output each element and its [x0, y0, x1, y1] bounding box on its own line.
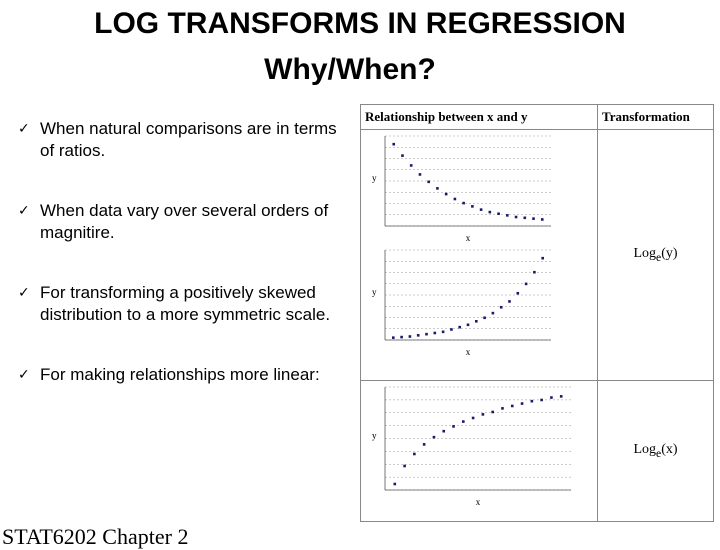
data-point	[541, 256, 544, 260]
data-point	[436, 187, 439, 190]
x-axis-label: x	[466, 347, 471, 357]
data-point	[491, 411, 494, 414]
y-axis-label: y	[372, 431, 377, 441]
data-point	[403, 465, 406, 468]
data-point	[450, 328, 453, 331]
x-axis-label: x	[476, 497, 481, 507]
bullet-item: ✓ When natural comparisons are in terms o…	[18, 118, 348, 162]
data-point	[530, 400, 534, 403]
data-point	[466, 323, 470, 327]
data-point	[393, 483, 397, 486]
data-point	[458, 325, 461, 329]
scatter-plot-decreasing: xy	[372, 135, 551, 243]
data-point	[483, 316, 486, 320]
scatter-plot-logarithmic: xy	[372, 387, 571, 507]
data-point	[418, 173, 422, 176]
data-point	[501, 407, 504, 411]
checkmark-icon: ✓	[18, 285, 30, 301]
data-point	[441, 330, 445, 334]
data-point	[409, 164, 413, 167]
data-point	[524, 282, 528, 286]
checkmark-icon: ✓	[18, 367, 30, 383]
data-point	[532, 217, 535, 220]
y-axis-label: y	[372, 287, 377, 297]
data-point	[479, 208, 483, 211]
transformation-log-x: Loge(x)	[633, 442, 678, 461]
data-point	[392, 336, 395, 339]
bullet-item: ✓ For making relationships more linear:	[18, 364, 348, 386]
transformation-cell-log-y: Loge(y)	[597, 128, 714, 382]
data-point	[488, 210, 492, 214]
data-point	[427, 180, 430, 184]
data-point	[444, 192, 448, 196]
data-point	[510, 405, 514, 408]
data-point	[520, 402, 524, 406]
bullet-text: When natural comparisons are in terms of…	[40, 119, 337, 160]
scatter-plot-exponential: xy	[372, 249, 551, 357]
header-transformation: Transformation	[597, 104, 714, 130]
transformation-log-y: Loge(y)	[633, 246, 678, 265]
data-point	[408, 335, 412, 338]
bullet-text: When data vary over several orders of ma…	[40, 201, 329, 242]
data-point	[462, 420, 465, 424]
data-point	[433, 331, 437, 335]
slide-subtitle: Why/When?	[264, 53, 436, 86]
data-point	[416, 334, 420, 337]
data-point	[471, 205, 474, 208]
transformation-table: Relationship between x and y Transformat…	[360, 104, 714, 522]
y-axis-label: y	[372, 173, 377, 183]
data-point	[540, 218, 544, 221]
data-point	[401, 154, 404, 157]
data-point	[491, 311, 495, 315]
data-point	[540, 399, 543, 402]
data-point	[453, 197, 457, 201]
data-point	[475, 319, 478, 323]
data-point	[452, 425, 455, 429]
data-point	[425, 332, 428, 336]
data-point	[523, 216, 527, 220]
bullet-text: For making relationships more linear:	[40, 365, 320, 384]
slide-title: LOG TRANSFORMS IN REGRESSION	[94, 7, 626, 40]
data-point	[422, 443, 426, 447]
data-point	[508, 300, 511, 303]
data-point	[550, 396, 553, 400]
data-point	[471, 417, 475, 420]
bullet-text: For transforming a positively skewed dis…	[40, 283, 331, 324]
data-point	[516, 291, 520, 295]
data-point	[481, 413, 485, 417]
data-point	[413, 453, 416, 456]
header-relationship: Relationship between x and y	[360, 104, 598, 130]
data-point	[533, 270, 536, 274]
data-point	[514, 215, 518, 219]
x-axis-label: x	[466, 233, 471, 243]
data-point	[462, 201, 465, 205]
checkmark-icon: ✓	[18, 121, 30, 137]
data-point	[559, 395, 563, 399]
data-point	[400, 335, 403, 339]
bullet-list: ✓ When natural comparisons are in terms o…	[18, 118, 348, 424]
footer-text: STAT6202 Chapter 2	[2, 524, 189, 549]
bullet-item: ✓ For transforming a positively skewed di…	[18, 282, 348, 326]
transformation-cell-log-x: Loge(x)	[597, 380, 714, 522]
bullet-item: ✓ When data vary over several orders of m…	[18, 200, 348, 244]
data-point	[442, 430, 446, 433]
data-point	[499, 305, 503, 309]
data-point	[497, 212, 500, 216]
data-point	[506, 214, 509, 217]
data-point	[392, 142, 396, 146]
checkmark-icon: ✓	[18, 203, 30, 219]
data-point	[432, 436, 436, 439]
